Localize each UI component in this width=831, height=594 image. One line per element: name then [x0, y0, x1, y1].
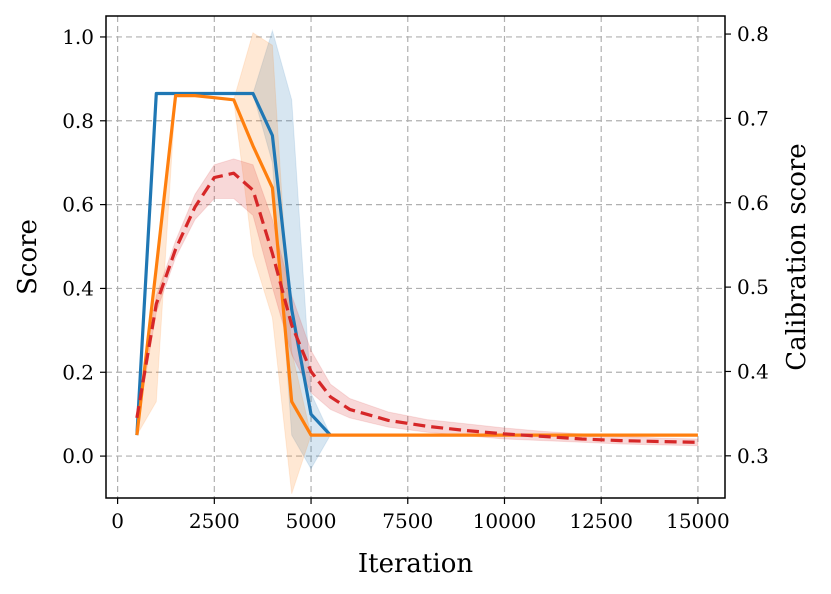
y2-axis-ticks: 0.3 0.4 0.5 0.6 0.7 0.8	[725, 22, 769, 468]
x-tick-label: 5000	[286, 509, 337, 533]
x-tick-label: 7500	[382, 509, 433, 533]
y2-tick-label: 0.3	[737, 444, 769, 468]
x-tick-label: 12500	[569, 509, 633, 533]
y2-tick-label: 0.6	[737, 191, 769, 215]
y2-tick-label: 0.5	[737, 275, 769, 299]
x-tick-label: 10000	[473, 509, 537, 533]
y-tick-label: 1.0	[62, 25, 94, 49]
y-tick-label: 0.6	[62, 193, 94, 217]
y2-tick-label: 0.7	[737, 106, 769, 130]
y-axis-label: Score	[13, 219, 43, 295]
x-axis-label: Iteration	[358, 549, 473, 579]
series-1-band	[136, 32, 698, 494]
x-tick-label: 0	[111, 509, 124, 533]
x-tick-label: 15000	[666, 509, 730, 533]
y-tick-label: 0.2	[62, 360, 94, 384]
y-axis-ticks: 0.0 0.2 0.4 0.6 0.8 1.0	[62, 25, 106, 468]
y2-tick-label: 0.4	[737, 359, 769, 383]
y2-tick-label: 0.8	[737, 22, 769, 46]
series-2-band	[136, 158, 699, 447]
series-2-line	[135, 171, 698, 444]
x-tick-label: 2500	[189, 509, 240, 533]
x-axis-ticks: 0 2500 5000 7500 10000 12500 15000	[111, 498, 730, 533]
y-tick-label: 0.0	[62, 444, 94, 468]
plot-frame	[105, 15, 726, 499]
series-1-line	[135, 93, 698, 437]
y-tick-label: 0.4	[62, 276, 94, 300]
series-lines	[135, 91, 698, 444]
y-tick-label: 0.8	[62, 109, 94, 133]
y2-axis-label: Calibration score	[782, 143, 812, 370]
